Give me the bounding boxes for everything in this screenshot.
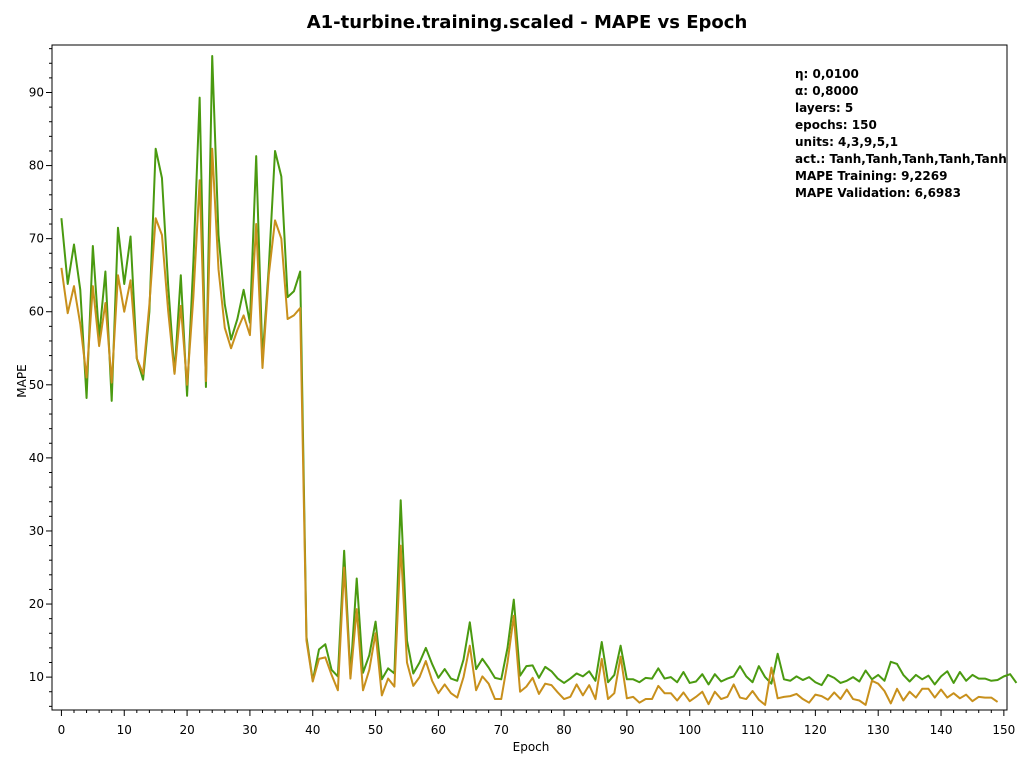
series-line-0 <box>60 54 1018 687</box>
info-line: layers: 5 <box>795 101 853 115</box>
x-tick-label: 80 <box>556 723 571 737</box>
x-tick-label: 30 <box>242 723 257 737</box>
y-tick-label: 80 <box>29 159 44 173</box>
x-tick-label: 0 <box>58 723 66 737</box>
info-line: act.: Tanh,Tanh,Tanh,Tanh,Tanh <box>795 152 1007 166</box>
x-tick-label: 60 <box>431 723 446 737</box>
y-axis-label: MAPE <box>15 364 29 397</box>
x-tick-label: 110 <box>741 723 764 737</box>
y-tick-label: 70 <box>29 232 44 246</box>
info-line: MAPE Training: 9,2269 <box>795 169 947 183</box>
x-tick-label: 130 <box>867 723 890 737</box>
y-tick-label: 20 <box>29 597 44 611</box>
x-tick-label: 140 <box>930 723 953 737</box>
info-line: η: 0,0100 <box>795 67 859 81</box>
info-line: epochs: 150 <box>795 118 877 132</box>
x-axis: 0 10 20 30 40 50 60 70 80 90 100 110 120 130 140 150 <box>58 710 1015 737</box>
x-tick-label: 150 <box>992 723 1015 737</box>
y-tick-label: 30 <box>29 524 44 538</box>
x-tick-label: 100 <box>678 723 701 737</box>
info-line: α: 0,8000 <box>795 84 859 98</box>
y-tick-label: 10 <box>29 670 44 684</box>
y-tick-label: 40 <box>29 451 44 465</box>
plot-border <box>51 44 1008 711</box>
hyperparameter-info: η: 0,0100 α: 0,8000 layers: 5 epochs: 150 un… <box>795 67 1007 200</box>
x-tick-label: 70 <box>494 723 509 737</box>
x-tick-label: 90 <box>619 723 634 737</box>
plot-area <box>51 44 1008 711</box>
x-tick-label: 50 <box>368 723 383 737</box>
x-tick-label: 40 <box>305 723 320 737</box>
info-line: MAPE Validation: 6,6983 <box>795 186 961 200</box>
series-layer <box>60 54 1018 706</box>
y-axis: 10 20 30 40 50 60 70 80 90 <box>29 48 52 707</box>
x-tick-label: 120 <box>804 723 827 737</box>
info-line: units: 4,3,9,5,1 <box>795 135 898 149</box>
chart-title: A1-turbine.training.scaled - MAPE vs Epo… <box>307 12 748 33</box>
x-tick-label: 20 <box>179 723 194 737</box>
y-tick-label: 60 <box>29 305 44 319</box>
x-axis-label: Epoch <box>513 740 550 754</box>
series-line-1 <box>60 147 999 706</box>
y-tick-label: 90 <box>29 86 44 100</box>
y-tick-label: 50 <box>29 378 44 392</box>
x-tick-label: 10 <box>117 723 132 737</box>
